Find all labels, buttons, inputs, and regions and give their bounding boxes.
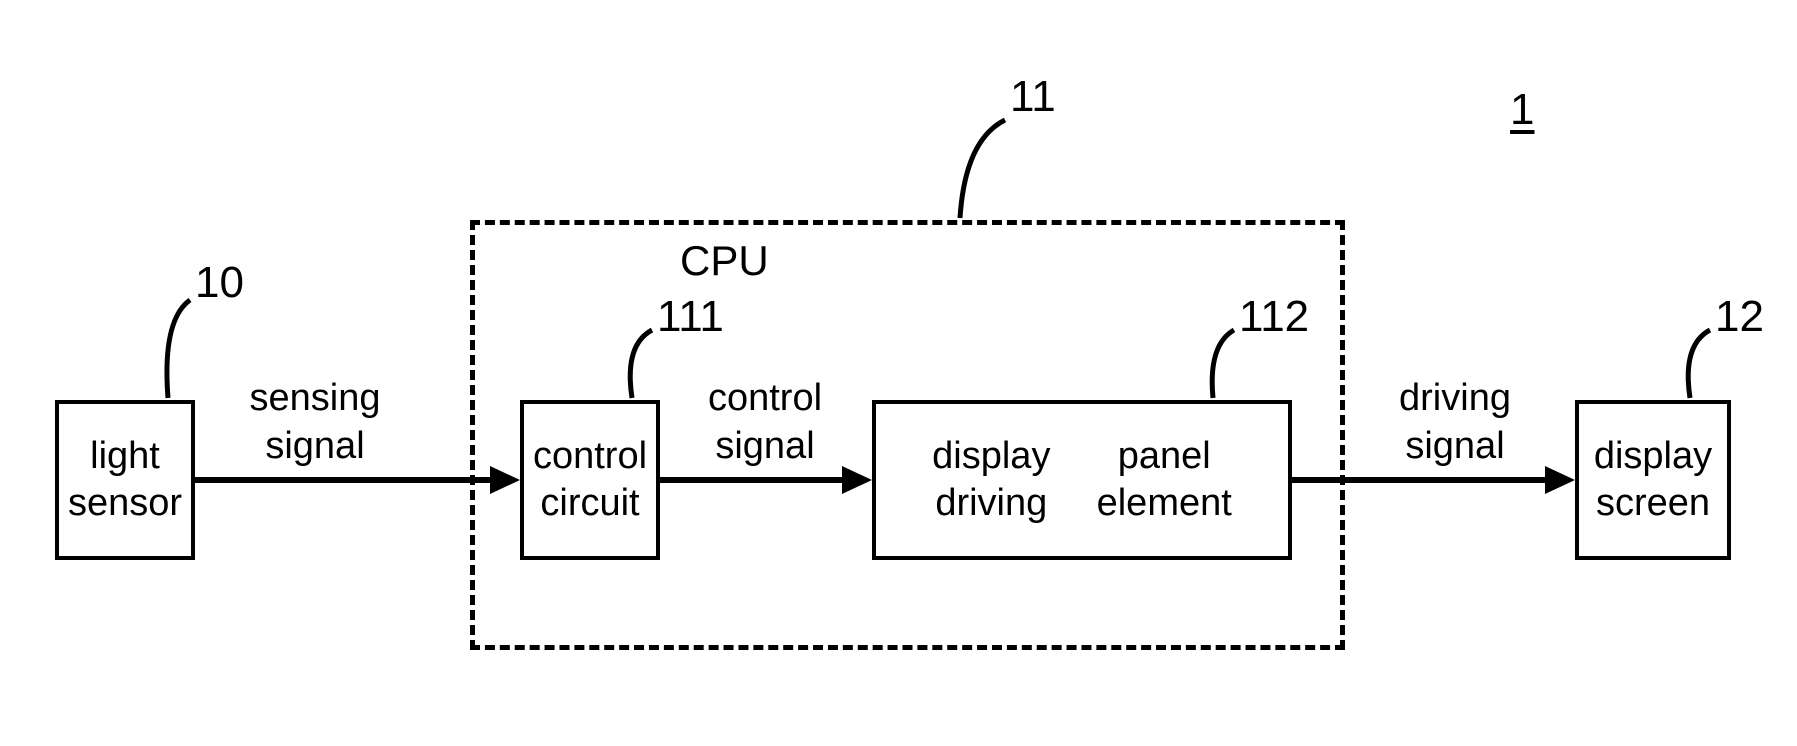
light-sensor-box: light sensor <box>55 400 195 560</box>
arrow-sensing-label: sensing signal <box>225 375 405 470</box>
arrow-sensing-head <box>490 466 520 494</box>
display-screen-ref: 12 <box>1715 292 1764 342</box>
light-sensor-label-2: sensor <box>68 480 182 528</box>
driving-element-label-r2: element <box>1097 480 1232 528</box>
driving-element-label-r1: panel <box>1097 433 1232 481</box>
control-circuit-label-1: control <box>533 433 647 481</box>
display-screen-box: display screen <box>1575 400 1731 560</box>
arrow-control <box>660 477 844 483</box>
cpu-ref: 11 <box>1010 72 1056 122</box>
driving-element-label-l2: driving <box>932 480 1050 528</box>
light-sensor-ref: 10 <box>195 258 244 308</box>
figure-ref: 1 <box>1510 85 1534 135</box>
control-circuit-box: control circuit <box>520 400 660 560</box>
cpu-label: CPU <box>680 235 769 288</box>
arrow-driving-head <box>1545 466 1575 494</box>
light-sensor-label-1: light <box>90 433 160 481</box>
driving-element-box: display driving panel element <box>872 400 1292 560</box>
arrow-control-label: control signal <box>680 375 850 470</box>
display-screen-label-2: screen <box>1596 480 1710 528</box>
display-screen-label-1: display <box>1594 433 1712 481</box>
control-circuit-label-2: circuit <box>540 480 639 528</box>
arrow-driving <box>1292 477 1547 483</box>
driving-element-ref: 112 <box>1239 292 1309 342</box>
control-circuit-ref: 111 <box>657 292 724 342</box>
arrow-driving-label: driving signal <box>1370 375 1540 470</box>
arrow-sensing <box>195 477 492 483</box>
arrow-control-head <box>842 466 872 494</box>
driving-element-label-l1: display <box>932 433 1050 481</box>
